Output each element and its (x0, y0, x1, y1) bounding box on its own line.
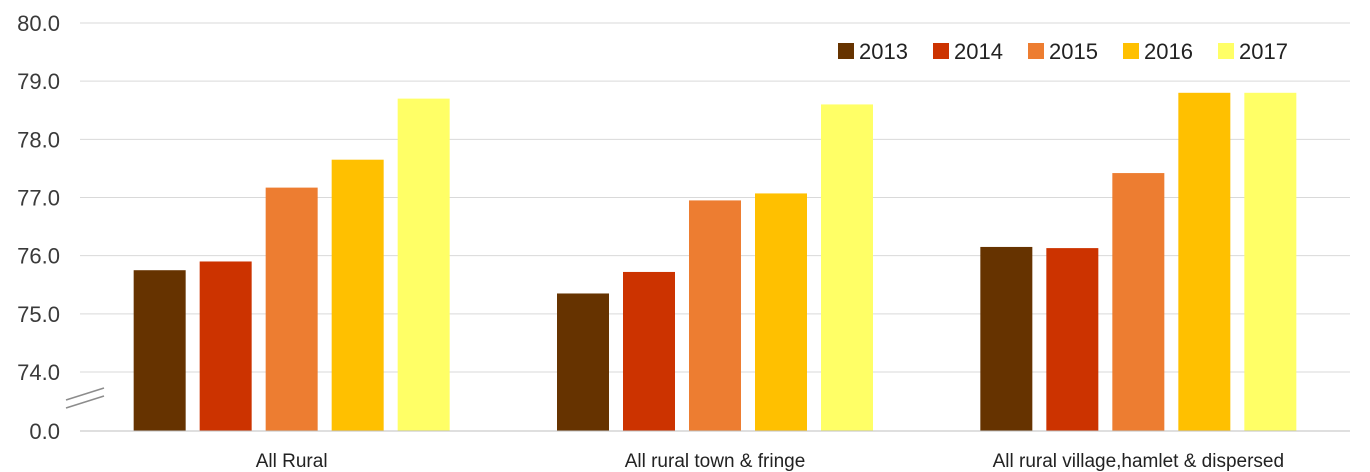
bar-2014 (1046, 248, 1099, 431)
bar-2015 (689, 200, 741, 431)
legend-swatch (1028, 43, 1044, 59)
x-axis-category-labels: All Rural All rural town & fringe All rura… (256, 451, 1284, 472)
x-category-label: All rural village,hamlet & dispersed (993, 451, 1284, 472)
legend-swatch (838, 43, 854, 59)
y-axis-break-mark (65, 387, 105, 409)
legend-label: 2016 (1144, 39, 1193, 64)
bar-2016 (755, 193, 807, 431)
legend-swatch (1218, 43, 1234, 59)
bar-2014 (199, 261, 252, 431)
legend-label: 2015 (1049, 39, 1098, 64)
bars (133, 92, 1297, 432)
axis-break-line (65, 395, 105, 409)
bar-2016 (331, 159, 384, 432)
x-category-label: All Rural (256, 451, 328, 472)
legend-label: 2013 (859, 39, 908, 64)
legend-label: 2014 (954, 39, 1003, 64)
y-tick-label: 80.0 (17, 11, 60, 36)
bar-2015 (265, 187, 318, 431)
axis-break-line (65, 387, 105, 401)
y-tick-label: 79.0 (17, 69, 60, 94)
bar-2016 (1178, 92, 1231, 432)
y-axis-tick-labels: 0.0 74.0 75.0 76.0 77.0 78.0 79.0 80.0 (17, 11, 60, 444)
bar-2013 (557, 293, 609, 431)
y-tick-label: 74.0 (17, 360, 60, 385)
legend-swatch (933, 43, 949, 59)
y-tick-label: 0.0 (29, 419, 60, 444)
y-tick-label: 77.0 (17, 186, 60, 211)
bar-2017 (821, 104, 873, 431)
bar-2017 (397, 98, 450, 431)
bar-2015 (1112, 173, 1165, 431)
bar-2013 (980, 246, 1033, 431)
legend-label: 2017 (1239, 39, 1288, 64)
y-tick-label: 75.0 (17, 302, 60, 327)
bar-2014 (623, 271, 675, 431)
y-tick-label: 78.0 (17, 127, 60, 152)
legend: 2013 2014 2015 2016 2017 (838, 39, 1288, 64)
bar-2013 (133, 270, 186, 431)
legend-swatch (1123, 43, 1139, 59)
y-tick-label: 76.0 (17, 244, 60, 269)
bar-2017 (1244, 92, 1297, 432)
x-category-label: All rural town & fringe (625, 451, 806, 472)
